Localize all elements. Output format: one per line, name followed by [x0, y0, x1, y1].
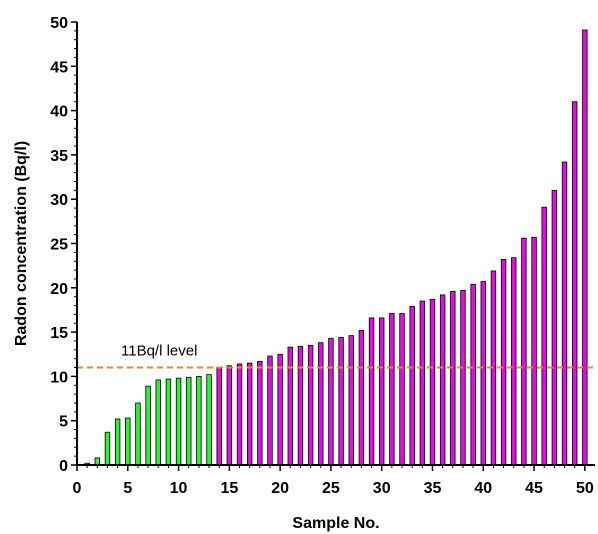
y-tick-label: 5 [59, 414, 68, 431]
y-tick-label: 50 [50, 15, 68, 32]
bar-sample-44 [521, 237, 527, 466]
x-tick-label: 50 [576, 480, 594, 497]
x-tick-label: 25 [322, 480, 340, 497]
bar-sample-31 [389, 313, 395, 466]
bar-sample-18 [257, 360, 263, 466]
bar-sample-28 [358, 329, 365, 466]
y-tick-label: 20 [50, 281, 68, 298]
bar-sample-37 [450, 290, 456, 466]
y-tick-label: 40 [50, 104, 68, 121]
bar-sample-16 [236, 363, 243, 466]
x-tick-label: 30 [373, 480, 391, 497]
bar-sample-20 [277, 353, 283, 466]
bar-series [84, 29, 588, 466]
bar-sample-49 [571, 101, 578, 466]
bar-sample-34 [419, 300, 426, 466]
bar-sample-30 [379, 317, 385, 466]
bar-sample-17 [246, 362, 253, 466]
bar-sample-36 [439, 294, 446, 466]
y-tick-label: 15 [50, 325, 68, 342]
x-tick-label: 5 [123, 480, 132, 497]
bar-sample-4 [114, 418, 121, 466]
bar-sample-6 [135, 402, 141, 466]
x-tick-labels: 0 5 10 15 20 25 30 35 40 45 50 [73, 480, 594, 497]
bar-sample-40 [480, 281, 486, 466]
x-tick-label: 10 [170, 480, 188, 497]
y-tick-label: 30 [50, 192, 68, 209]
bar-sample-43 [511, 257, 517, 466]
y-tick-label: 10 [50, 369, 68, 386]
y-tick-label: 45 [50, 59, 68, 76]
bar-sample-35 [429, 298, 436, 466]
bar-sample-2 [94, 457, 101, 466]
bar-sample-26 [338, 337, 344, 466]
bar-sample-39 [470, 283, 476, 466]
bar-sample-48 [561, 161, 568, 466]
y-tick-label: 0 [59, 458, 68, 475]
bar-sample-47 [551, 189, 558, 466]
bar-sample-19 [267, 355, 273, 466]
y-tick-label: 25 [50, 237, 68, 254]
bar-sample-10 [175, 377, 182, 466]
bar-sample-9 [165, 378, 172, 466]
bar-sample-12 [196, 375, 202, 466]
bar-sample-23 [307, 344, 314, 466]
bar-sample-50 [582, 29, 588, 466]
x-tick-label: 20 [271, 480, 289, 497]
y-tick-label: 35 [50, 148, 68, 165]
bar-sample-25 [328, 337, 334, 466]
bar-sample-15 [226, 365, 233, 466]
bar-sample-29 [368, 317, 375, 466]
y-axis-title: Radon concentration (Bq/l) [13, 141, 30, 346]
bar-sample-45 [531, 236, 537, 466]
bar-sample-14 [216, 367, 222, 466]
axes [71, 21, 595, 471]
x-tick-label: 0 [73, 480, 82, 497]
bar-sample-33 [409, 306, 415, 466]
bar-sample-27 [348, 335, 354, 466]
bar-sample-5 [125, 417, 131, 466]
bar-sample-3 [104, 431, 111, 466]
bar-sample-13 [206, 374, 212, 466]
bar-sample-7 [145, 385, 151, 466]
x-tick-label: 15 [220, 480, 238, 497]
x-tick-label: 35 [424, 480, 442, 497]
bar-sample-22 [297, 345, 304, 466]
bar-sample-24 [318, 342, 324, 466]
y-tick-labels: 0 5 10 15 20 25 30 35 40 45 50 [50, 15, 68, 475]
x-axis-title: Sample No. [292, 515, 379, 532]
bar-sample-21 [287, 346, 293, 466]
threshold-label: 11Bq/l level [121, 343, 197, 360]
bar-sample-42 [500, 259, 507, 466]
x-tick-label: 45 [525, 480, 543, 497]
bar-sample-32 [399, 313, 405, 466]
bar-sample-11 [186, 376, 192, 466]
bar-sample-8 [155, 379, 161, 466]
bar-sample-46 [541, 206, 547, 466]
bar-sample-38 [460, 290, 466, 466]
x-tick-label: 40 [474, 480, 492, 497]
